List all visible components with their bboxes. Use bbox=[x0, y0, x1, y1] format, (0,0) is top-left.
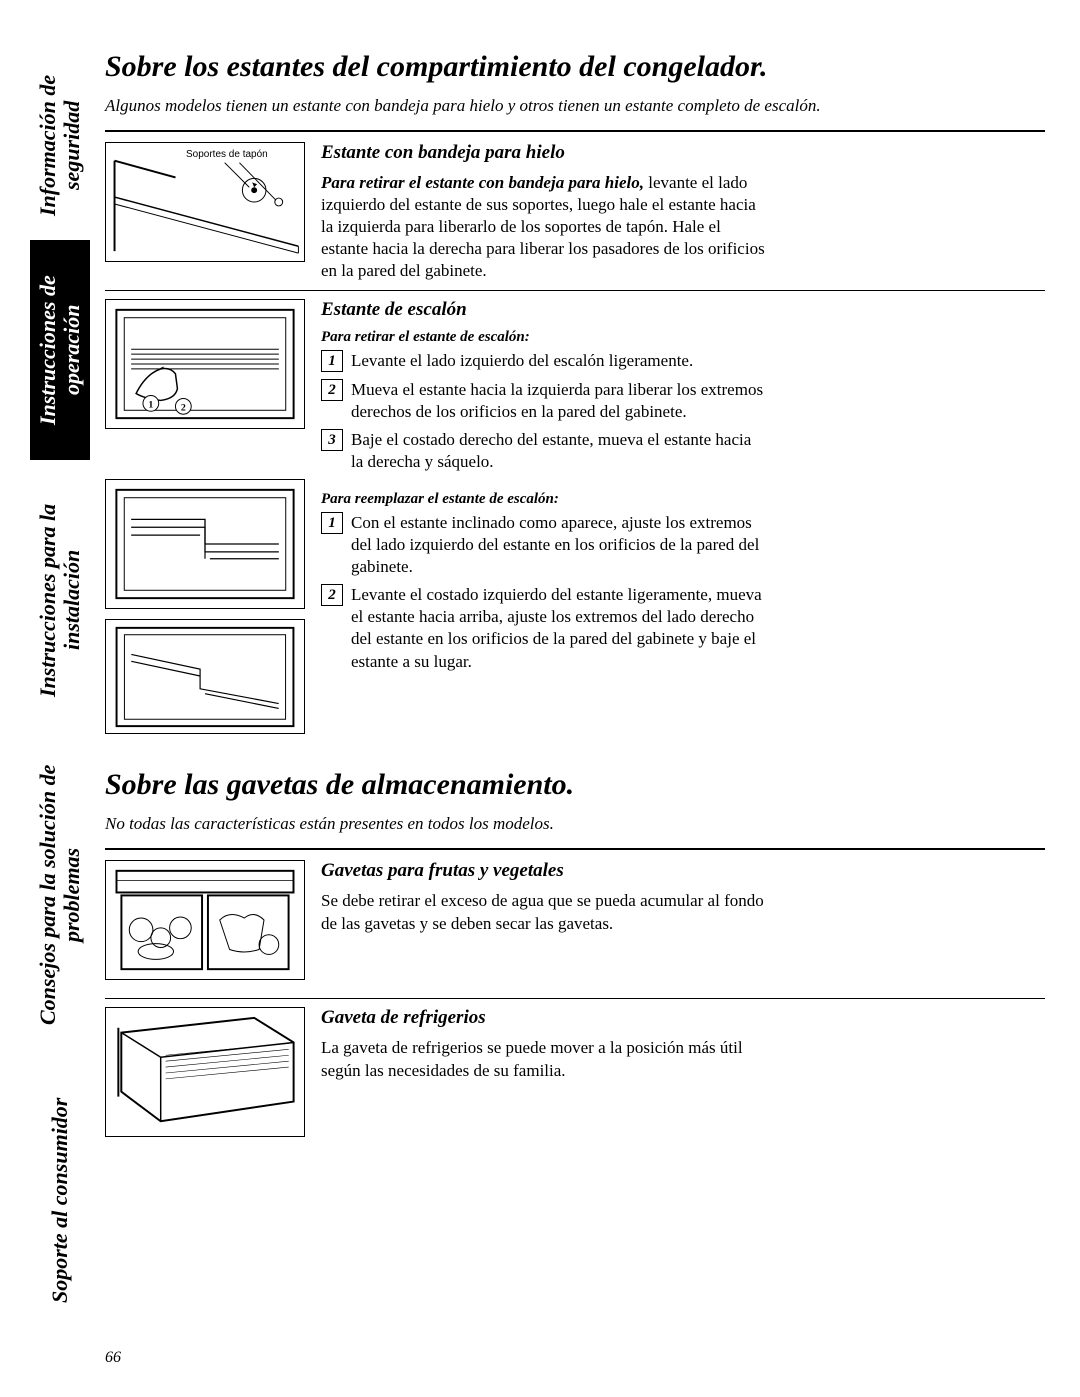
sidebar-tab: Soporte al consumidor bbox=[30, 1050, 90, 1350]
divider bbox=[105, 130, 1045, 132]
step-heading: Estante de escalón bbox=[321, 299, 765, 321]
step-text: Levante el lado izquierdo del escalón li… bbox=[351, 350, 693, 372]
page-content: Sobre los estantes del compartimiento de… bbox=[105, 50, 1045, 1153]
svg-text:2: 2 bbox=[181, 403, 186, 414]
page-number: 66 bbox=[105, 1349, 121, 1367]
section1-title: Sobre los estantes del compartimiento de… bbox=[105, 50, 1045, 84]
step-number: 2 bbox=[321, 584, 343, 606]
svg-text:1: 1 bbox=[148, 400, 153, 411]
snack-section: Gaveta de refrigerios La gaveta de refri… bbox=[105, 1007, 1045, 1147]
remove-heading: Para retirar el estante de escalón: bbox=[321, 329, 765, 346]
step-item: 1 Levante el lado izquierdo del escalón l… bbox=[321, 350, 765, 372]
sidebar-tab: Información de seguridad bbox=[30, 50, 90, 240]
ice-lead: Para retirar el estante con bandeja para… bbox=[321, 173, 644, 192]
step-item: 2 Mueva el estante hacia la izquierda par… bbox=[321, 379, 765, 423]
step-text: Levante el costado izquierdo del estante… bbox=[351, 584, 765, 672]
step-text: Con el estante inclinado como aparece, a… bbox=[351, 512, 765, 578]
fruits-illustration bbox=[105, 860, 305, 980]
step-shelf-section: 1 2 bbox=[105, 299, 1045, 744]
ice-shelf-illustration: Soportes de tapón bbox=[105, 142, 305, 262]
step-shelf-illus-2 bbox=[105, 479, 305, 609]
step-number: 3 bbox=[321, 429, 343, 451]
snack-body: La gaveta de refrigerios se puede mover … bbox=[321, 1037, 765, 1081]
replace-heading: Para reemplazar el estante de escalón: bbox=[321, 491, 765, 508]
step-shelf-illus-3 bbox=[105, 619, 305, 734]
divider bbox=[105, 290, 1045, 291]
section2-intro: No todas las características están prese… bbox=[105, 814, 1045, 834]
step-text: Mueva el estante hacia la izquierda para… bbox=[351, 379, 765, 423]
section2-title: Sobre las gavetas de almacenamiento. bbox=[105, 768, 1045, 802]
step-number: 1 bbox=[321, 512, 343, 534]
section1-intro: Algunos modelos tienen un estante con ba… bbox=[105, 96, 1045, 116]
fruits-body: Se debe retirar el exceso de agua que se… bbox=[321, 890, 765, 934]
snack-heading: Gaveta de refrigerios bbox=[321, 1007, 765, 1029]
divider bbox=[105, 848, 1045, 850]
ice-heading: Estante con bandeja para hielo bbox=[321, 142, 765, 164]
caption-text: Soportes de tapón bbox=[186, 149, 268, 160]
step-item: 2 Levante el costado izquierdo del estant… bbox=[321, 584, 765, 672]
ice-body: Para retirar el estante con bandeja para… bbox=[321, 172, 765, 282]
fruits-heading: Gavetas para frutas y vegetales bbox=[321, 860, 765, 882]
step-number: 2 bbox=[321, 379, 343, 401]
sidebar-tab: Instrucciones para la instalación bbox=[30, 460, 90, 740]
step-shelf-illus-1: 1 2 bbox=[105, 299, 305, 429]
fruits-section: Gavetas para frutas y vegetales Se debe … bbox=[105, 860, 1045, 990]
step-number: 1 bbox=[321, 350, 343, 372]
sidebar-tab: Consejos para la solución de problemas bbox=[30, 740, 90, 1050]
sidebar-tabs: Información de seguridadInstrucciones de… bbox=[30, 50, 90, 1360]
step-item: 3 Baje el costado derecho del estante, mu… bbox=[321, 429, 765, 473]
ice-shelf-section: Soportes de tapón Estante con bandeja bbox=[105, 142, 1045, 282]
divider bbox=[105, 998, 1045, 999]
step-item: 1 Con el estante inclinado como aparece, … bbox=[321, 512, 765, 578]
step-text: Baje el costado derecho del estante, mue… bbox=[351, 429, 765, 473]
sidebar-tab: Instrucciones de operación bbox=[30, 240, 90, 460]
snack-illustration bbox=[105, 1007, 305, 1137]
